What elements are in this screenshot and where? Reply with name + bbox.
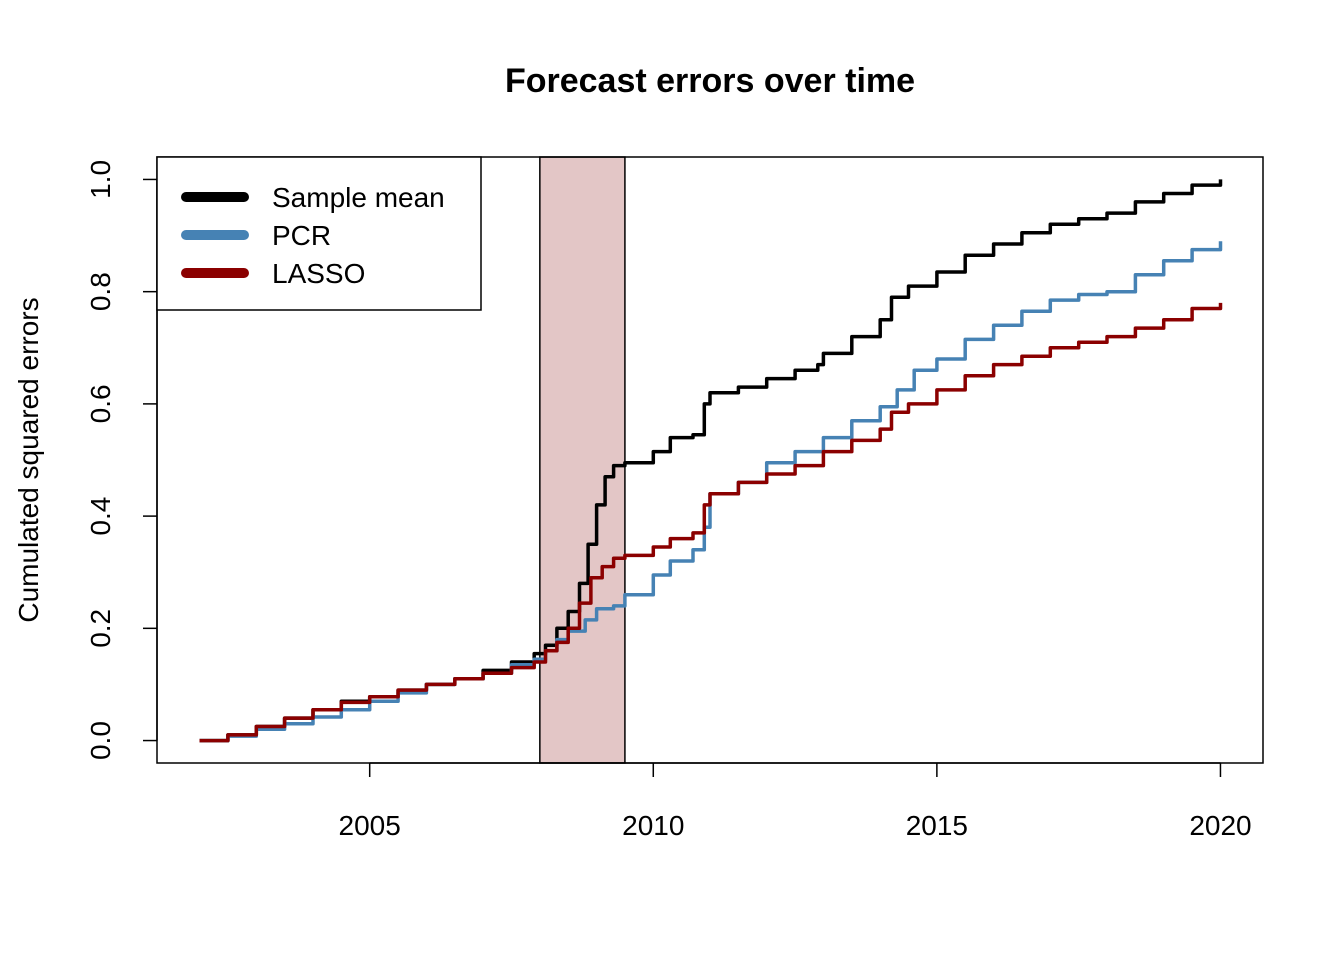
x-tick-label-1: 2005 [339, 810, 401, 841]
legend-entries: Sample mean PCR LASSO [181, 182, 445, 289]
y-tick-label-2: 0.2 [85, 609, 116, 648]
legend: Sample mean PCR LASSO [156, 156, 482, 311]
series-line-3 [199, 302, 1223, 743]
y-axis-label: Cumulated squared errors [13, 297, 44, 622]
x-axis: 2005 2010 2015 2020 [339, 762, 1252, 841]
y-tick-label-6: 1.0 [85, 160, 116, 199]
shaded-region [539, 156, 626, 764]
series-line-2 [199, 241, 1223, 743]
legend-label-2: PCR [272, 220, 331, 251]
x-tick-label-3: 2015 [906, 810, 968, 841]
legend-label-3: LASSO [272, 258, 365, 289]
y-axis: 0.0 0.2 0.4 0.6 0.8 1.0 [85, 160, 158, 760]
y-tick-label-1: 0.0 [85, 721, 116, 760]
shaded-region-layer [539, 156, 626, 764]
x-tick-label-2: 2010 [622, 810, 684, 841]
y-tick-label-4: 0.6 [85, 384, 116, 423]
legend-label-1: Sample mean [272, 182, 445, 213]
y-tick-label-5: 0.8 [85, 272, 116, 311]
series-layer [199, 179, 1223, 743]
x-tick-label-4: 2020 [1189, 810, 1251, 841]
y-tick-label-3: 0.4 [85, 497, 116, 536]
chart-title: Forecast errors over time [505, 62, 915, 100]
